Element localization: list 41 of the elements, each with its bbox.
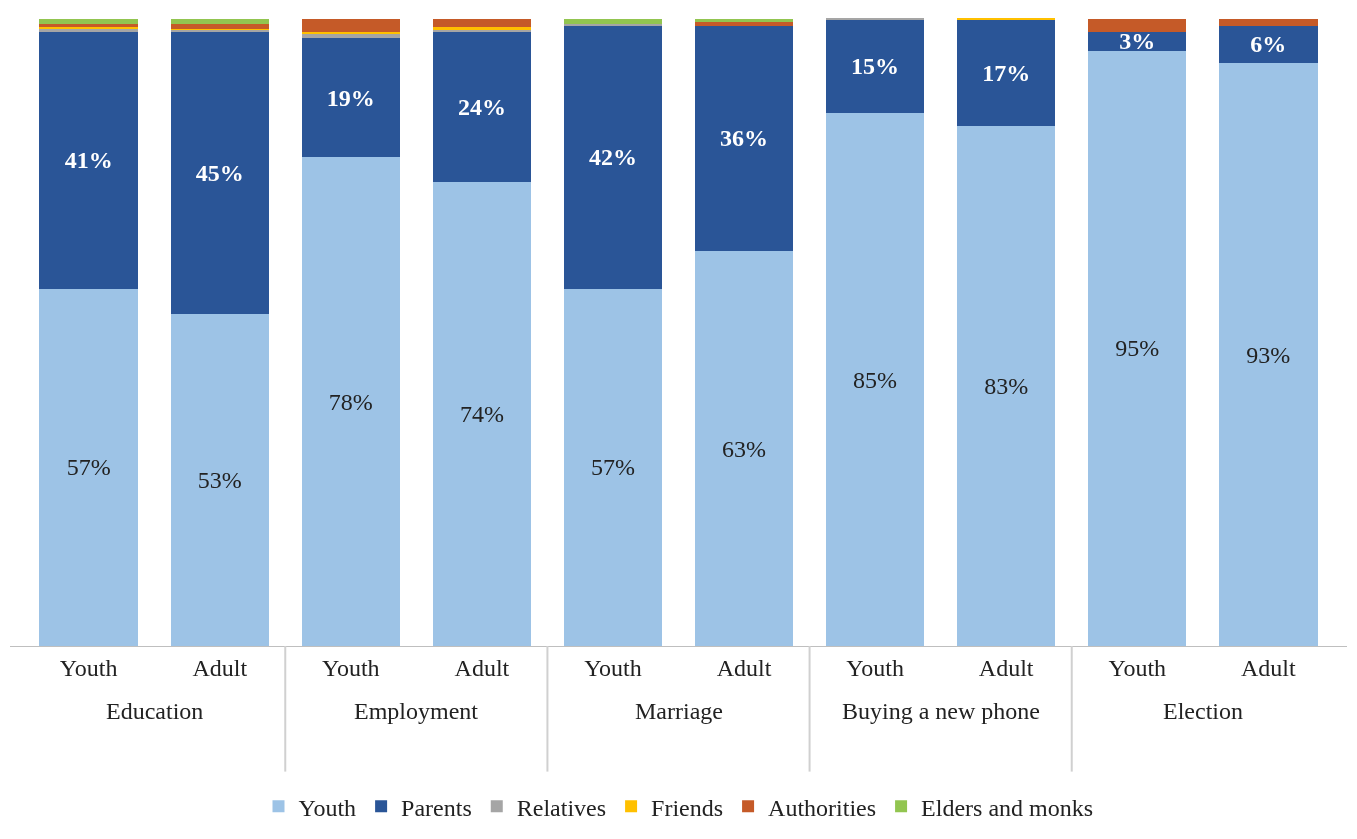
data-label: 85% (853, 366, 898, 393)
x-tick-label: Adult (192, 654, 248, 681)
legend-label: Elders and monks (921, 794, 1094, 821)
data-label: 83% (984, 372, 1029, 399)
data-label: 57% (66, 454, 111, 481)
data-label: 3% (1119, 28, 1156, 55)
x-tick-label: Adult (978, 654, 1034, 681)
legend-label: Relatives (516, 794, 607, 821)
x-tick-label: Youth (59, 654, 118, 681)
data-label: 78% (328, 388, 373, 415)
x-tick-label: Youth (1108, 654, 1167, 681)
x-tick-label: Adult (716, 654, 772, 681)
data-label: 63% (722, 435, 767, 462)
data-label: 57% (590, 454, 635, 481)
legend-label: Youth (298, 794, 357, 821)
data-label: 45% (195, 159, 244, 186)
data-label: 41% (64, 147, 113, 174)
data-label: 19% (326, 84, 375, 111)
data-label: 42% (588, 144, 637, 171)
data-label: 53% (197, 466, 242, 493)
data-label: 74% (459, 401, 504, 428)
x-tick-label: Youth (584, 654, 642, 681)
data-label: 36% (720, 125, 769, 152)
data-label: 95% (1115, 335, 1160, 362)
legend-label: Friends (651, 794, 724, 821)
data-label: 93% (1246, 341, 1291, 368)
text: Employment (354, 698, 479, 724)
text: Marriage (635, 698, 723, 724)
legend-label: Authorities (768, 794, 877, 821)
text: Education (106, 698, 204, 724)
data-label: 24% (457, 94, 506, 120)
data-label: 6% (1250, 31, 1287, 58)
text: Buying a new phone (842, 698, 1040, 724)
x-tick-label: Youth (322, 654, 380, 681)
text: Election (1163, 698, 1243, 724)
x-tick-label: Youth (846, 654, 904, 681)
legend-label: Parents (401, 794, 472, 821)
data-label: 15% (851, 53, 900, 80)
x-tick-label: Adult (1241, 654, 1297, 681)
data-label: 17% (982, 59, 1031, 86)
x-tick-label: Adult (454, 654, 510, 681)
